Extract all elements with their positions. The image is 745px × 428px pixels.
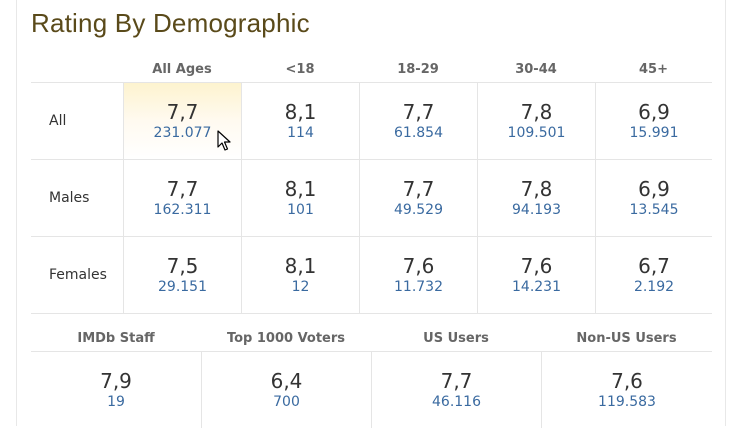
rating-value: 7,6 [520, 254, 553, 278]
table-row-all: All 7,7 231.077 8,1 114 7,7 61.854 7,8 1… [31, 83, 712, 160]
rating-cell: 7,6 119.583 [541, 352, 712, 428]
votes-link[interactable]: 11.732 [394, 279, 443, 295]
rating-cell: 6,7 2.192 [595, 237, 712, 313]
special-groups-table: IMDb Staff Top 1000 Voters US Users Non-… [31, 328, 712, 428]
rating-value: 8,1 [284, 177, 317, 201]
votes-link[interactable]: 49.529 [394, 202, 443, 218]
votes-link[interactable]: 114 [287, 125, 314, 141]
rating-cell: 7,7 61.854 [359, 83, 477, 159]
rating-value: 7,7 [440, 369, 473, 393]
rating-cell: 6,4 700 [201, 352, 371, 428]
table-row-males: Males 7,7 162.311 8,1 101 7,7 49.529 7,8… [31, 160, 712, 237]
rating-value: 8,1 [284, 254, 317, 278]
rating-value: 7,7 [402, 100, 435, 124]
col-header-all-ages: All Ages [152, 62, 212, 77]
col-header-30-44: 30-44 [515, 62, 557, 77]
votes-link[interactable]: 15.991 [629, 125, 679, 141]
col-header-imdb-staff: IMDb Staff [77, 331, 155, 346]
votes-link[interactable]: 12 [291, 279, 310, 295]
votes-link[interactable]: 14.231 [512, 279, 561, 295]
rating-value: 7,7 [166, 177, 199, 201]
col-header-top-1000-voters: Top 1000 Voters [226, 331, 346, 346]
mouse-cursor-icon [217, 130, 231, 151]
demographic-table: All Ages <18 18-29 30-44 45+ All 7,7 231… [31, 58, 712, 314]
votes-link[interactable]: 2.192 [633, 279, 675, 295]
votes-link[interactable]: 29.151 [158, 279, 207, 295]
rating-value: 7,7 [402, 177, 435, 201]
rating-value: 6,4 [270, 369, 303, 393]
votes-link[interactable]: 119.583 [598, 394, 656, 410]
rating-value: 7,6 [611, 369, 643, 393]
row-label: All [49, 113, 67, 129]
col-header-45-plus: 45+ [639, 62, 668, 77]
col-header-under-18: <18 [285, 62, 315, 77]
rating-value: 7,5 [166, 254, 199, 278]
votes-link[interactable]: 46.116 [432, 394, 481, 410]
rating-cell: 8,1 12 [241, 237, 359, 313]
rating-cell: 7,7 49.529 [359, 160, 477, 236]
table-header: All Ages <18 18-29 30-44 45+ [31, 58, 712, 83]
rating-value: 6,9 [638, 100, 670, 124]
rating-cell: 8,1 101 [241, 160, 359, 236]
rating-value: 6,9 [638, 177, 670, 201]
rating-value: 6,7 [638, 254, 670, 278]
col-header-18-29: 18-29 [397, 62, 439, 77]
votes-link[interactable]: 231.077 [153, 125, 212, 141]
rating-cell: 7,6 11.732 [359, 237, 477, 313]
votes-link[interactable]: 61.854 [394, 125, 443, 141]
rating-value: 7,9 [100, 369, 132, 393]
table-header: IMDb Staff Top 1000 Voters US Users Non-… [31, 328, 712, 352]
rating-cell: 8,1 114 [241, 83, 359, 159]
col-header-us-users: US Users [423, 331, 489, 346]
rating-value: 7,8 [520, 177, 553, 201]
votes-link[interactable]: 94.193 [512, 202, 561, 218]
rating-cell: 7,7 46.116 [371, 352, 541, 428]
rating-cell: 6,9 15.991 [595, 83, 712, 159]
rating-value: 7,6 [402, 254, 435, 278]
rating-cell: 7,8 94.193 [477, 160, 595, 236]
row-label: Males [49, 190, 90, 206]
rating-cell: 7,7 231.077 [123, 83, 241, 159]
votes-link[interactable]: 162.311 [153, 202, 212, 218]
table-row-females: Females 7,5 29.151 8,1 12 7,6 11.732 7,6… [31, 237, 712, 314]
section-title: Rating By Demographic [31, 8, 310, 38]
votes-link[interactable]: 13.545 [629, 202, 679, 218]
rating-cell: 7,9 19 [31, 352, 201, 428]
votes-link[interactable]: 109.501 [507, 125, 566, 141]
rating-value: 7,7 [166, 100, 199, 124]
rating-value: 7,8 [520, 100, 553, 124]
votes-link[interactable]: 101 [287, 202, 314, 218]
rating-demographic-panel: Rating By Demographic All Ages <18 18-29… [16, 0, 726, 428]
rating-cell: 7,6 14.231 [477, 237, 595, 313]
row-label: Females [49, 267, 107, 283]
header-corner [31, 58, 123, 82]
table-row: 7,9 19 6,4 700 7,7 46.116 7,6 119.583 [31, 352, 712, 428]
rating-cell: 6,9 13.545 [595, 160, 712, 236]
rating-cell: 7,7 162.311 [123, 160, 241, 236]
rating-cell: 7,8 109.501 [477, 83, 595, 159]
rating-cell: 7,5 29.151 [123, 237, 241, 313]
rating-value: 8,1 [284, 100, 317, 124]
col-header-non-us-users: Non-US Users [576, 331, 677, 346]
votes-link[interactable]: 700 [273, 394, 300, 410]
votes-link[interactable]: 19 [107, 394, 125, 410]
